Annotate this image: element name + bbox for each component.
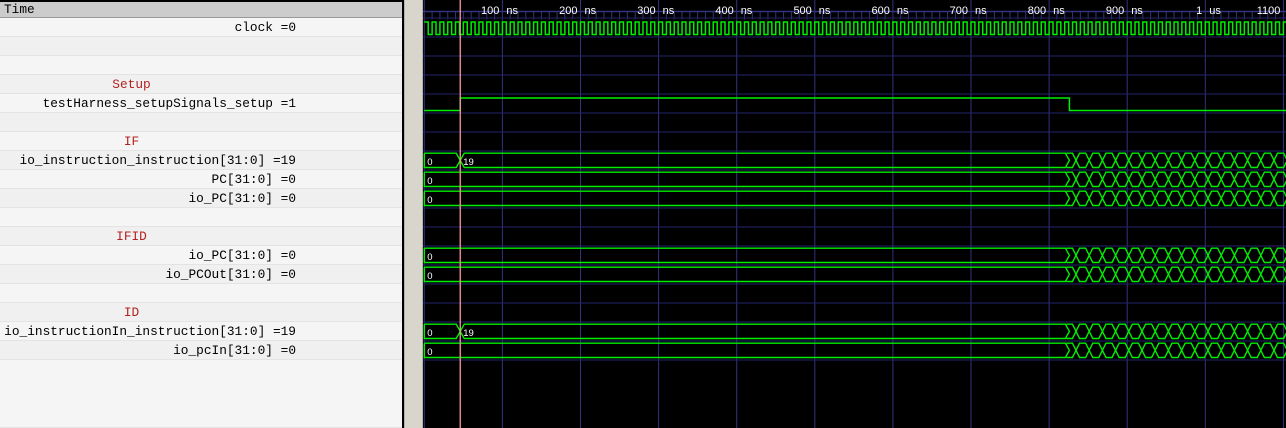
svg-text:ns: ns bbox=[975, 5, 987, 17]
svg-text:0: 0 bbox=[427, 195, 432, 206]
svg-text:0: 0 bbox=[427, 176, 432, 187]
svg-text:700: 700 bbox=[950, 5, 968, 17]
svg-text:19: 19 bbox=[463, 328, 474, 339]
svg-text:ns: ns bbox=[663, 5, 675, 17]
svg-text:19: 19 bbox=[463, 157, 474, 168]
svg-text:ns: ns bbox=[1131, 5, 1143, 17]
svg-text:900: 900 bbox=[1106, 5, 1124, 17]
svg-text:1100: 1100 bbox=[1257, 5, 1281, 17]
svg-text:200: 200 bbox=[559, 5, 577, 17]
svg-text:ns: ns bbox=[819, 5, 831, 17]
svg-text:ns: ns bbox=[1053, 5, 1065, 17]
svg-text:500: 500 bbox=[793, 5, 811, 17]
svg-text:0: 0 bbox=[427, 252, 432, 263]
svg-text:ns: ns bbox=[506, 5, 518, 17]
svg-text:100: 100 bbox=[481, 5, 499, 17]
svg-text:800: 800 bbox=[1028, 5, 1046, 17]
svg-text:ns: ns bbox=[897, 5, 909, 17]
svg-text:1: 1 bbox=[1196, 5, 1202, 17]
svg-text:400: 400 bbox=[715, 5, 733, 17]
svg-text:0: 0 bbox=[427, 157, 432, 168]
svg-text:ns: ns bbox=[741, 5, 753, 17]
svg-text:0: 0 bbox=[427, 271, 432, 282]
svg-text:0: 0 bbox=[427, 347, 432, 358]
svg-text:300: 300 bbox=[637, 5, 655, 17]
svg-text:ns: ns bbox=[585, 5, 597, 17]
svg-text:600: 600 bbox=[872, 5, 890, 17]
svg-text:0: 0 bbox=[427, 328, 432, 339]
svg-text:us: us bbox=[1209, 5, 1221, 17]
